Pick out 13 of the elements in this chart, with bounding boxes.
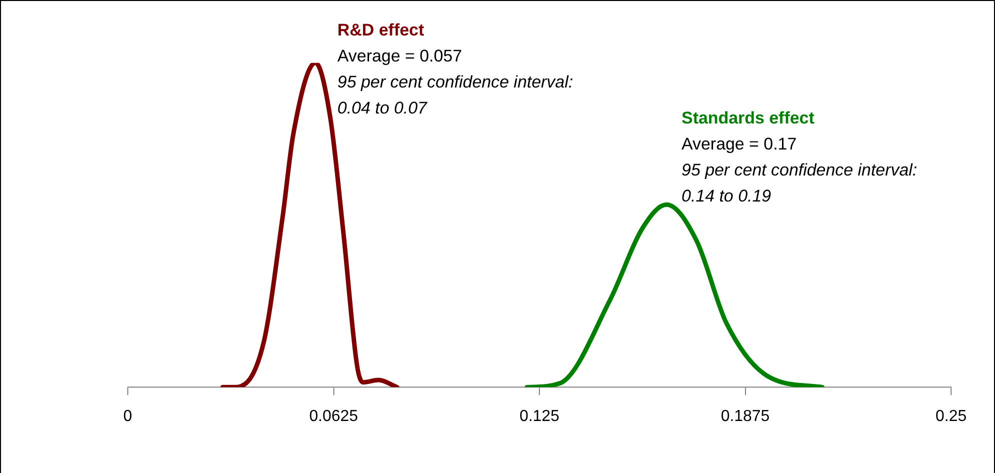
x-tick-label: 0 xyxy=(123,408,132,426)
annotation: Average = 0.057 xyxy=(337,46,462,66)
x-tick-label: 0.1875 xyxy=(720,408,770,426)
annotation: Average = 0.17 xyxy=(682,134,797,154)
annotation: 95 per cent confidence interval: xyxy=(682,160,918,180)
annotation: 0.14 to 0.19 xyxy=(682,186,772,206)
annotation: 0.04 to 0.07 xyxy=(337,98,428,118)
x-tick-label: 0.25 xyxy=(936,408,967,426)
x-tick-label: 0.125 xyxy=(519,408,560,426)
annotation: 95 per cent confidence interval: xyxy=(337,72,574,92)
series-label: R&D effect xyxy=(337,20,424,40)
x-tick-label: 0.0625 xyxy=(309,408,358,426)
text: Standards effect xyxy=(682,108,815,128)
